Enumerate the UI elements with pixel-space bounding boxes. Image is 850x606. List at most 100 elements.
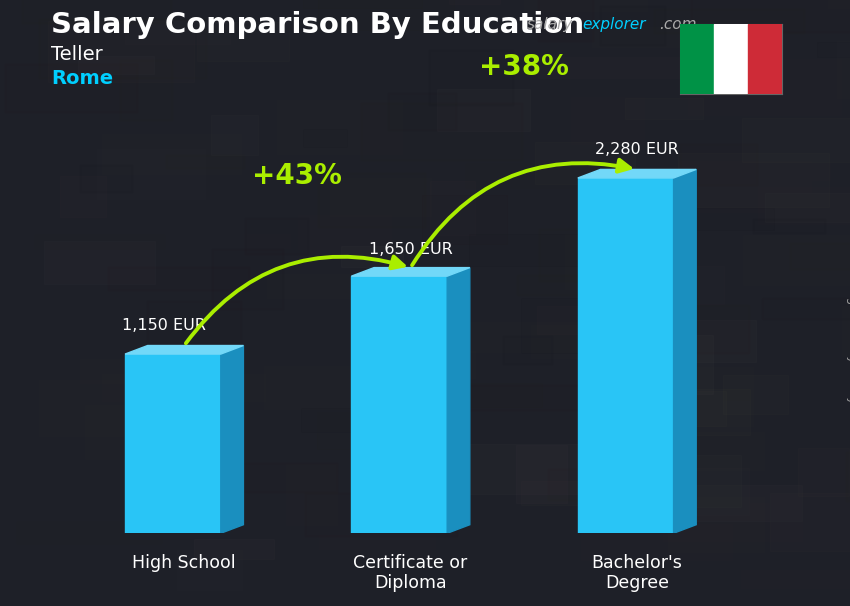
- Bar: [373, 351, 475, 378]
- Bar: [179, 352, 237, 408]
- Bar: [727, 163, 830, 179]
- Bar: [578, 178, 673, 533]
- Bar: [44, 241, 156, 284]
- Bar: [330, 178, 431, 216]
- Bar: [582, 456, 740, 507]
- Bar: [677, 468, 750, 515]
- Bar: [303, 0, 422, 8]
- Bar: [769, 493, 850, 551]
- Bar: [671, 266, 724, 304]
- Bar: [654, 9, 804, 33]
- Bar: [524, 0, 648, 12]
- Bar: [290, 482, 450, 538]
- Bar: [195, 539, 274, 559]
- Text: High School: High School: [133, 553, 236, 571]
- Bar: [571, 97, 644, 144]
- Bar: [653, 305, 749, 353]
- Bar: [361, 554, 439, 593]
- Text: explorer: explorer: [582, 17, 646, 32]
- Bar: [480, 532, 621, 566]
- Bar: [521, 298, 683, 353]
- Bar: [190, 0, 234, 22]
- Bar: [741, 570, 850, 588]
- Bar: [517, 275, 588, 295]
- Bar: [48, 21, 194, 82]
- Bar: [695, 47, 739, 84]
- Bar: [465, 444, 631, 494]
- Bar: [680, 24, 714, 94]
- Bar: [244, 234, 290, 248]
- Bar: [102, 135, 241, 174]
- Bar: [530, 325, 643, 358]
- Bar: [118, 62, 286, 100]
- Bar: [694, 245, 805, 270]
- Bar: [309, 0, 474, 17]
- Bar: [80, 359, 156, 383]
- Text: Rome: Rome: [51, 69, 113, 88]
- Polygon shape: [125, 345, 243, 354]
- Bar: [762, 298, 850, 319]
- Bar: [772, 425, 833, 461]
- Bar: [331, 412, 479, 442]
- Bar: [235, 463, 337, 492]
- Bar: [125, 20, 230, 44]
- Bar: [423, 322, 583, 352]
- Bar: [317, 410, 442, 442]
- Bar: [175, 339, 282, 385]
- Bar: [649, 485, 802, 521]
- Bar: [553, 90, 622, 103]
- Bar: [592, 367, 753, 426]
- Text: Bachelor's
Degree: Bachelor's Degree: [592, 553, 683, 592]
- Bar: [109, 471, 169, 514]
- Bar: [84, 405, 219, 459]
- Bar: [388, 93, 456, 130]
- Bar: [758, 187, 850, 224]
- Bar: [178, 41, 247, 62]
- Bar: [642, 208, 774, 230]
- Bar: [97, 150, 206, 199]
- Bar: [797, 448, 848, 496]
- Bar: [437, 89, 530, 131]
- Bar: [197, 22, 289, 61]
- Bar: [534, 500, 688, 556]
- Bar: [692, 389, 750, 435]
- Bar: [525, 334, 627, 382]
- Bar: [565, 235, 654, 289]
- Bar: [611, 391, 726, 426]
- Bar: [754, 117, 850, 133]
- Bar: [11, 145, 76, 204]
- Bar: [38, 381, 202, 436]
- Bar: [812, 117, 850, 159]
- Bar: [242, 547, 362, 584]
- Bar: [663, 335, 712, 394]
- Bar: [660, 211, 757, 268]
- Bar: [17, 522, 162, 543]
- Bar: [824, 57, 850, 81]
- Bar: [673, 92, 727, 127]
- Bar: [592, 145, 714, 194]
- Bar: [196, 487, 248, 533]
- Bar: [539, 228, 592, 281]
- Bar: [515, 556, 571, 601]
- Bar: [590, 248, 665, 277]
- Bar: [685, 130, 751, 153]
- Bar: [765, 193, 850, 222]
- Bar: [275, 324, 382, 348]
- Bar: [606, 25, 714, 64]
- Bar: [508, 25, 562, 47]
- Bar: [319, 173, 425, 227]
- Bar: [108, 267, 249, 290]
- Bar: [264, 366, 400, 409]
- Bar: [663, 503, 802, 541]
- Bar: [283, 308, 394, 365]
- Bar: [147, 301, 241, 343]
- Bar: [694, 432, 764, 470]
- Bar: [677, 153, 829, 207]
- Bar: [634, 222, 799, 253]
- Bar: [568, 426, 648, 482]
- Bar: [723, 375, 788, 414]
- Bar: [364, 0, 530, 20]
- Bar: [668, 497, 764, 552]
- Bar: [445, 330, 490, 347]
- Bar: [341, 246, 403, 267]
